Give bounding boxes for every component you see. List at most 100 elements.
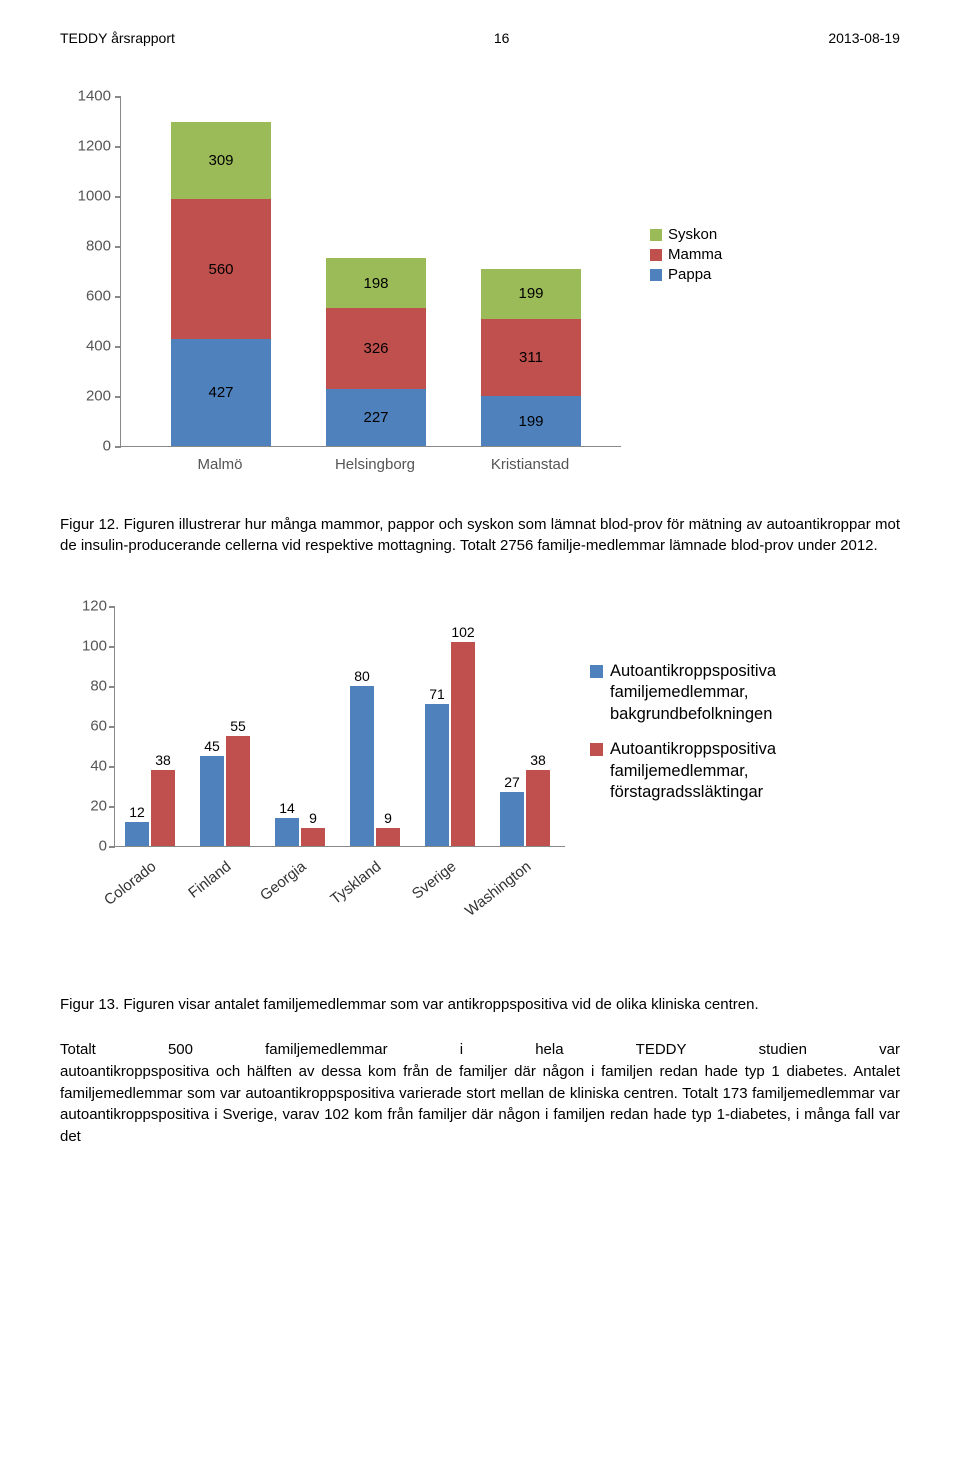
chart1-bar-group: 199311199: [481, 269, 581, 446]
chart2-bar-pair: 71102: [425, 642, 475, 846]
body-first-line: Totalt 500 familjemedlemmar i hela TEDDY studi…: [60, 1039, 900, 1061]
legend-swatch: [650, 269, 662, 281]
chart2-ytick-mark: [109, 686, 115, 688]
chart1-ytick-mark: [115, 196, 121, 198]
chart2-bar: 45: [200, 756, 224, 846]
chart2-bar: 38: [151, 770, 175, 846]
chart1-legend-item: Syskon: [650, 226, 722, 243]
body-word: familjemedlemmar: [265, 1039, 388, 1061]
chart1-xlabel: Malmö: [170, 456, 270, 473]
chart1-xlabel: Kristianstad: [480, 456, 580, 473]
chart2-ytick-mark: [109, 606, 115, 608]
page: TEDDY årsrapport 16 2013-08-19 020040060…: [0, 0, 960, 1168]
chart2-xlabel: Washington: [462, 858, 534, 920]
chart1-bar-segment: 198: [326, 258, 426, 308]
body-word: i: [460, 1039, 463, 1061]
header-right: 2013-08-19: [828, 30, 900, 46]
chart2-ytick-mark: [109, 646, 115, 648]
chart1-ytick-mark: [115, 296, 121, 298]
chart2-bar-value: 9: [384, 810, 392, 826]
chart1-bar-group: 198326227: [326, 258, 426, 446]
chart1-ytick-mark: [115, 396, 121, 398]
chart1-legend: Syskon Mamma Pappa: [650, 226, 722, 286]
figure-13-caption: Figur 13. Figuren visar antalet familjem…: [60, 994, 900, 1015]
chart2-ytick-mark: [109, 766, 115, 768]
chart2-xlabel: Finland: [185, 858, 234, 902]
chart1-bar-segment: 309: [171, 122, 271, 199]
legend-label: Pappa: [668, 266, 711, 283]
chart1-ytick-mark: [115, 346, 121, 348]
chart2-bar-value: 71: [429, 686, 445, 702]
chart2-bar-pair: 809: [350, 686, 400, 846]
chart2-ytick-mark: [109, 726, 115, 728]
chart2-bar-value: 14: [279, 800, 295, 816]
chart2-bar-value: 38: [155, 752, 171, 768]
chart1-bar-segment: 311: [481, 319, 581, 397]
chart2-xlabel: Georgia: [257, 858, 310, 904]
chart2-bar: 27: [500, 792, 524, 846]
body-rest: autoantikroppspositiva och hälften av de…: [60, 1063, 900, 1145]
chart1-bar-segment: 427: [171, 339, 271, 446]
body-word: hela: [535, 1039, 563, 1061]
chart1-plot-area: 0200400600800100012001400309560427198326…: [120, 96, 621, 447]
body-word: TEDDY: [636, 1039, 687, 1061]
chart1-ytick-mark: [115, 146, 121, 148]
body-word: Totalt: [60, 1039, 96, 1061]
chart2-legend-item: Autoantikroppspositiva familjemedlemmar,…: [590, 739, 890, 803]
body-word: 500: [168, 1039, 193, 1061]
chart2-bar-value: 55: [230, 718, 246, 734]
legend-label: Autoantikroppspositiva familjemedlemmar,…: [610, 661, 890, 725]
grouped-bar-chart: 02040608010012012384555149809711022738 A…: [60, 606, 900, 976]
chart1-legend-item: Pappa: [650, 266, 722, 283]
chart1-bar-group: 309560427: [171, 122, 271, 446]
chart2-bar-value: 102: [451, 624, 474, 640]
chart1-xlabel: Helsingborg: [325, 456, 425, 473]
chart2-bar: 9: [376, 828, 400, 846]
chart1-bar-segment: 326: [326, 308, 426, 390]
chart2-bar-pair: 4555: [200, 736, 250, 846]
chart1-bar-segment: 199: [481, 396, 581, 446]
chart2-ytick-mark: [109, 846, 115, 848]
legend-label: Syskon: [668, 226, 717, 243]
chart1-ytick-mark: [115, 96, 121, 98]
chart2-bar-value: 80: [354, 668, 370, 684]
chart2-legend: Autoantikroppspositiva familjemedlemmar,…: [590, 661, 890, 818]
body-paragraph: Totalt 500 familjemedlemmar i hela TEDDY studi…: [60, 1039, 900, 1148]
stacked-bar-chart: 0200400600800100012001400309560427198326…: [60, 96, 900, 496]
chart2-bar-value: 45: [204, 738, 220, 754]
chart2-xlabel: Tyskland: [327, 858, 384, 908]
body-word: studien: [759, 1039, 807, 1061]
body-word: var: [879, 1039, 900, 1061]
chart2-bar: 14: [275, 818, 299, 846]
legend-swatch: [590, 665, 603, 678]
chart2-bar-pair: 149: [275, 818, 325, 846]
chart1-ytick-mark: [115, 246, 121, 248]
chart2-bar: 80: [350, 686, 374, 846]
chart2-plot-area: 02040608010012012384555149809711022738: [114, 606, 565, 847]
page-header: TEDDY årsrapport 16 2013-08-19: [60, 30, 900, 46]
chart2-xlabel: Sverige: [409, 858, 460, 903]
figure-12-caption: Figur 12. Figuren illustrerar hur många …: [60, 514, 900, 556]
legend-label: Mamma: [668, 246, 722, 263]
chart2-bar-pair: 2738: [500, 770, 550, 846]
chart2-bar: 38: [526, 770, 550, 846]
chart1-legend-item: Mamma: [650, 246, 722, 263]
legend-swatch: [650, 249, 662, 261]
header-left: TEDDY årsrapport: [60, 30, 175, 46]
chart2-bar-value: 12: [129, 804, 145, 820]
legend-swatch: [590, 743, 603, 756]
chart2-bar: 55: [226, 736, 250, 846]
chart2-bar-value: 27: [504, 774, 520, 790]
chart1-bar-segment: 199: [481, 269, 581, 319]
chart2-bar: 9: [301, 828, 325, 846]
chart2-bar-value: 38: [530, 752, 546, 768]
legend-label: Autoantikroppspositiva familjemedlemmar,…: [610, 739, 890, 803]
chart1-ytick-mark: [115, 446, 121, 448]
chart2-xlabel: Colorado: [101, 858, 159, 909]
chart2-bar: 12: [125, 822, 149, 846]
chart2-bar: 102: [451, 642, 475, 846]
chart2-bar-value: 9: [309, 810, 317, 826]
chart1-bar-segment: 560: [171, 199, 271, 339]
legend-swatch: [650, 229, 662, 241]
chart2-bar: 71: [425, 704, 449, 846]
